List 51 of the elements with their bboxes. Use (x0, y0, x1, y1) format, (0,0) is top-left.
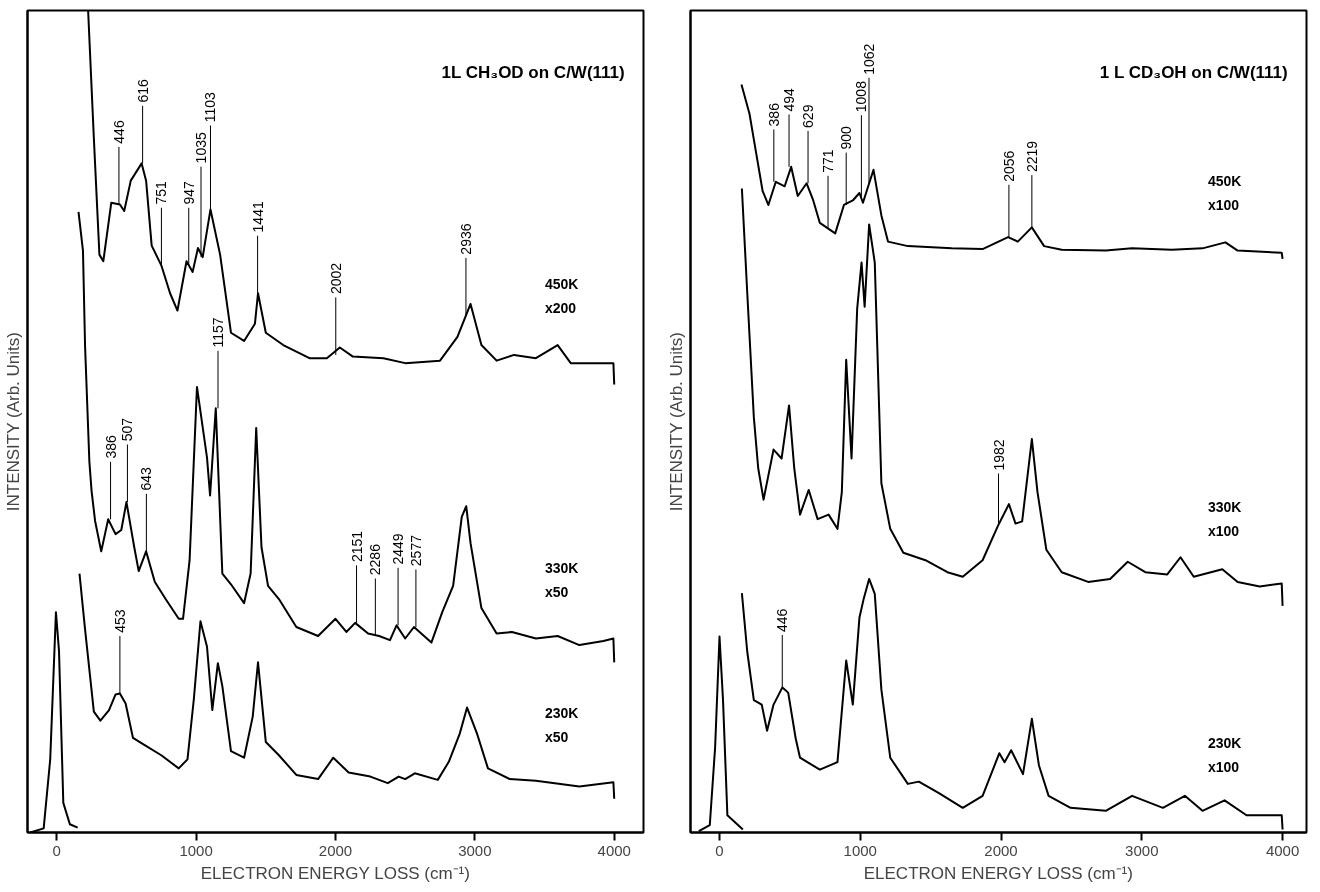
text: 230K x100 (1207, 734, 1242, 775)
annotation: 629 (800, 104, 817, 128)
x-tick-label: 3000 (458, 841, 492, 859)
annotation: 1441 (249, 201, 266, 233)
annotation: 616 (134, 78, 151, 103)
x-tick-label: 3000 (1125, 841, 1159, 859)
annotation: 643 (138, 466, 155, 491)
annotation: 386 (102, 434, 119, 459)
annotation: 2056 (1000, 150, 1017, 182)
x-tick-label: 4000 (597, 841, 631, 859)
text: 330K x100 (1207, 499, 1242, 540)
text: 1L CH₃OD on C/W(111) (441, 62, 625, 82)
annotation: 507 (119, 417, 136, 442)
annotation: 947 (180, 180, 197, 205)
text: 230K x50 (544, 704, 579, 745)
annotation: 751 (153, 180, 170, 205)
y-axis-title: INTENSITY (Arb. Units) (666, 332, 686, 512)
text: 330K x50 (544, 560, 579, 601)
annotation: 900 (838, 126, 855, 150)
y-axis-title: INTENSITY (Arb. Units) (3, 332, 23, 512)
annotation: 453 (111, 609, 128, 633)
annotation: 1982 (990, 439, 1007, 471)
annotation: 1035 (193, 132, 210, 164)
annotation: 2151 (348, 530, 365, 563)
annotation: 2936 (457, 223, 474, 255)
annotation: 2449 (390, 533, 407, 565)
x-axis-title: ELECTRON ENERGY LOSS (cm⁻¹) (863, 863, 1133, 883)
annotation: 2219 (1023, 140, 1040, 173)
annotation: 2002 (327, 262, 344, 295)
annotation: 1062 (860, 43, 877, 75)
text: 450K x100 (1207, 173, 1242, 214)
x-tick-label: 2000 (984, 841, 1018, 859)
annotation: 1103 (202, 91, 219, 123)
chart-title: 1 L CD₃OH on C/W(111) (1099, 62, 1288, 82)
annotation: 2286 (367, 543, 384, 576)
annotation: 446 (774, 608, 791, 633)
annotation: 446 (110, 120, 127, 144)
x-tick-label: 0 (715, 841, 724, 859)
x-tick-label: 0 (52, 841, 61, 859)
x-axis-title: ELECTRON ENERGY LOSS (cm⁻¹) (200, 863, 470, 883)
annotation: 1008 (853, 80, 870, 113)
annotation: 494 (781, 87, 798, 112)
annotation: 386 (765, 102, 782, 127)
x-tick-label: 4000 (1265, 841, 1300, 859)
text: 450K x200 (544, 275, 579, 316)
annotation: 771 (820, 149, 837, 173)
annotation: 1157 (210, 317, 227, 348)
x-tick-label: 1000 (179, 841, 213, 859)
annotation: 2577 (407, 534, 424, 567)
x-tick-label: 2000 (318, 841, 353, 859)
x-tick-label: 1000 (843, 841, 877, 859)
